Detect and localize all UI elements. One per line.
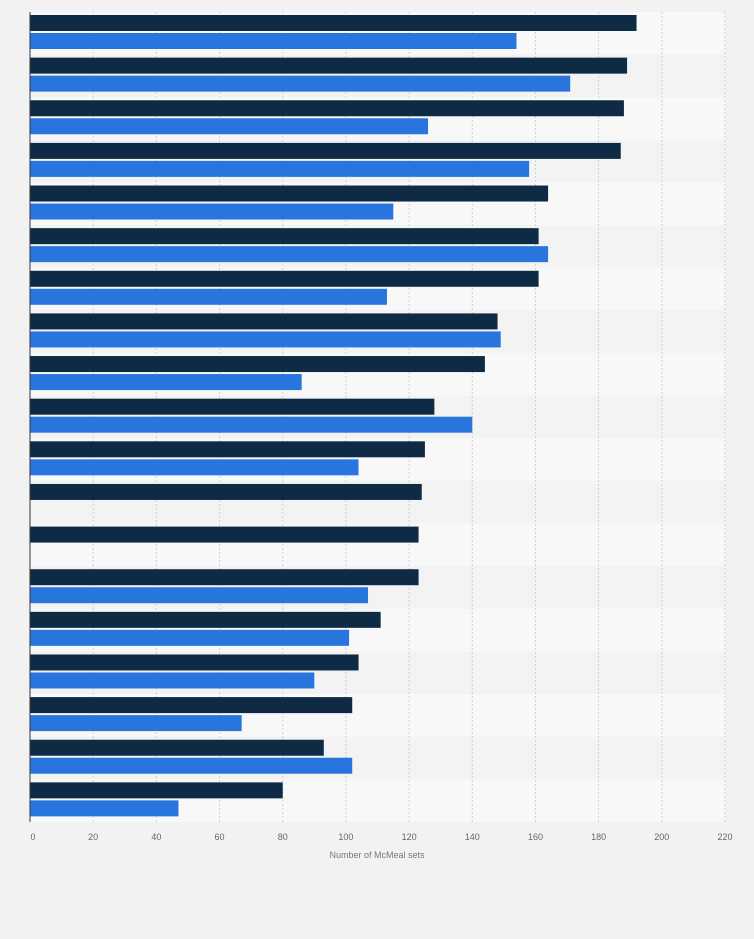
bar-series-1 <box>30 228 539 245</box>
x-tick-label: 120 <box>402 832 417 842</box>
x-tick-label: 180 <box>591 832 606 842</box>
bar-series-2 <box>30 75 571 92</box>
bar-series-2 <box>30 672 315 689</box>
bar-series-1 <box>30 611 381 628</box>
bar-series-1 <box>30 441 425 458</box>
bar-series-1 <box>30 100 624 117</box>
bar-series-1 <box>30 313 498 330</box>
x-tick-label: 80 <box>278 832 288 842</box>
bar-series-1 <box>30 697 353 714</box>
x-tick-label: 40 <box>151 832 161 842</box>
x-tick-label: 20 <box>88 832 98 842</box>
bar-series-1 <box>30 15 637 31</box>
bar-series-2 <box>30 331 501 348</box>
x-tick-label: 140 <box>465 832 480 842</box>
bar-series-1 <box>30 142 621 159</box>
x-tick-label: 220 <box>717 832 732 842</box>
bar-series-1 <box>30 483 422 500</box>
bar-series-1 <box>30 398 435 415</box>
x-tick-label: 200 <box>654 832 669 842</box>
bar-series-2 <box>30 629 350 646</box>
bar-series-2 <box>30 587 369 604</box>
bar-series-1 <box>30 356 485 373</box>
bar-series-2 <box>30 288 387 305</box>
bar-series-1 <box>30 526 419 543</box>
bar-series-2 <box>30 757 353 774</box>
bar-series-1 <box>30 270 539 287</box>
bar-series-1 <box>30 569 419 586</box>
x-tick-label: 100 <box>338 832 353 842</box>
bar-series-1 <box>30 782 283 799</box>
x-tick-label: 0 <box>30 832 35 842</box>
x-tick-label: 160 <box>528 832 543 842</box>
bar-series-2 <box>30 160 530 177</box>
bar-series-2 <box>30 800 179 817</box>
x-tick-label: 60 <box>215 832 225 842</box>
bar-series-2 <box>30 459 359 476</box>
bar-series-2 <box>30 203 394 220</box>
bar-series-2 <box>30 118 429 135</box>
bar-series-2 <box>30 715 242 732</box>
x-tick-labels: 0 20 40 60 80 100 120 140 160 180 200 220 <box>30 832 732 842</box>
bar-series-1 <box>30 654 359 671</box>
x-axis-title: Number of McMeal sets <box>329 850 425 860</box>
bar-series-2 <box>30 33 517 49</box>
bars <box>30 15 637 817</box>
bar-series-1 <box>30 739 324 756</box>
bar-series-2 <box>30 416 473 433</box>
bar-series-2 <box>30 246 549 263</box>
bar-series-1 <box>30 185 549 202</box>
bar-series-1 <box>30 57 628 74</box>
bar-series-2 <box>30 374 302 391</box>
